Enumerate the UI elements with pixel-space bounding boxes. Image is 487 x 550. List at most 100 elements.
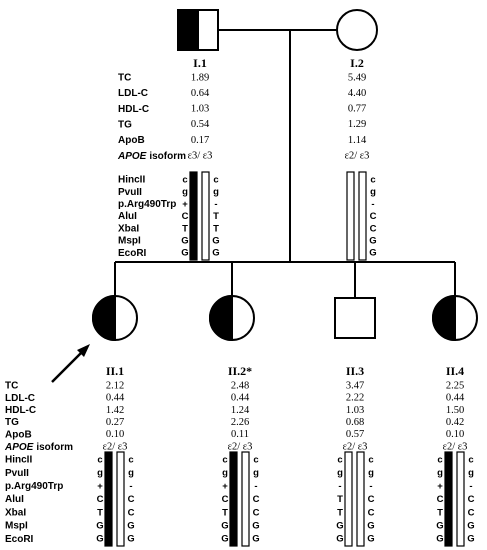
proband-arrow bbox=[51, 344, 90, 383]
lipid-value: 1.14 bbox=[348, 135, 367, 146]
haplotype-bar bbox=[104, 451, 113, 547]
allele: G bbox=[367, 521, 374, 532]
allele: c bbox=[370, 175, 375, 186]
lipid-value: 0.44 bbox=[446, 393, 465, 404]
haplotype-bar bbox=[189, 171, 198, 261]
allele: G bbox=[181, 248, 188, 259]
lipid-value: 2.25 bbox=[446, 380, 464, 391]
apoe-label: APOE isoform bbox=[117, 151, 186, 162]
allele: C bbox=[97, 494, 104, 505]
haplotype-bar bbox=[201, 171, 210, 261]
lipid-value: ε2/ ε3 bbox=[443, 441, 468, 452]
lipid-label: TC bbox=[5, 381, 18, 392]
allele: g bbox=[370, 187, 376, 198]
allele: c bbox=[368, 455, 373, 466]
allele: C bbox=[128, 507, 135, 518]
lipid-label: LDL-C bbox=[5, 393, 35, 404]
marker-label: AluI bbox=[5, 494, 24, 505]
allele: - bbox=[129, 481, 132, 492]
allele: T bbox=[97, 507, 103, 518]
allele: G bbox=[436, 521, 443, 532]
allele: G bbox=[221, 521, 228, 532]
generation-label: I.2 bbox=[350, 56, 364, 70]
apoe-label: APOE isoform bbox=[4, 442, 73, 453]
marker-label: MspI bbox=[5, 521, 28, 532]
lipid-value: 0.57 bbox=[346, 429, 364, 440]
allele: + bbox=[222, 481, 228, 492]
allele: G bbox=[467, 521, 474, 532]
apoe-word: isoform bbox=[149, 151, 186, 162]
marker-label: AluI bbox=[118, 211, 137, 222]
allele: C bbox=[253, 507, 260, 518]
allele: g bbox=[437, 468, 443, 479]
lipid-value: 2.26 bbox=[231, 417, 249, 428]
lipid-value: ε2/ ε3 bbox=[103, 441, 128, 452]
allele: g bbox=[128, 468, 134, 479]
allele: g bbox=[368, 468, 374, 479]
allele: C bbox=[253, 494, 260, 505]
lipid-value: 1.24 bbox=[231, 405, 250, 416]
haplotype-bar bbox=[229, 451, 238, 547]
marker-label: HincII bbox=[118, 175, 145, 186]
lipid-value: 1.03 bbox=[191, 104, 209, 115]
allele: + bbox=[97, 481, 103, 492]
lipid-value: 1.42 bbox=[106, 405, 124, 416]
allele: c bbox=[337, 455, 342, 466]
allele: - bbox=[371, 199, 374, 210]
lipid-value: 0.64 bbox=[191, 88, 210, 99]
allele: g bbox=[182, 187, 188, 198]
allele: G bbox=[436, 534, 443, 545]
allele: T bbox=[222, 507, 228, 518]
allele: G bbox=[369, 236, 376, 247]
allele: G bbox=[336, 534, 343, 545]
allele: G bbox=[96, 521, 103, 532]
allele: C bbox=[222, 494, 229, 505]
apoe-gene: APOE bbox=[117, 151, 147, 162]
lipid-value: 0.10 bbox=[446, 429, 464, 440]
lipid-value: 1.29 bbox=[348, 119, 366, 130]
allele: C bbox=[468, 507, 475, 518]
allele: + bbox=[182, 199, 188, 210]
allele: g bbox=[222, 468, 228, 479]
haplotype-bar bbox=[356, 451, 365, 547]
allele: G bbox=[367, 534, 374, 545]
marker-label: p.Arg490Trp bbox=[5, 481, 63, 492]
marker-label: XbaI bbox=[118, 223, 139, 234]
symbols bbox=[92, 9, 478, 342]
allele: G bbox=[96, 534, 103, 545]
lipid-value: 0.42 bbox=[446, 417, 464, 428]
allele: - bbox=[214, 199, 217, 210]
allele: T bbox=[337, 494, 343, 505]
allele: g bbox=[253, 468, 259, 479]
lipid-value: ε2/ ε3 bbox=[345, 150, 370, 161]
lipid-value: 2.48 bbox=[231, 380, 249, 391]
allele: G bbox=[127, 521, 134, 532]
allele: c bbox=[468, 455, 473, 466]
allele: g bbox=[337, 468, 343, 479]
allele: G bbox=[369, 248, 376, 259]
apoe-gene: APOE bbox=[4, 442, 34, 453]
apoe-word: isoform bbox=[36, 442, 73, 453]
allele: c bbox=[222, 455, 227, 466]
marker-label: EcoRI bbox=[118, 248, 147, 259]
allele: g bbox=[213, 187, 219, 198]
lipid-value: 0.68 bbox=[346, 417, 364, 428]
allele: - bbox=[469, 481, 472, 492]
lipid-label: LDL-C bbox=[118, 88, 148, 99]
allele: - bbox=[254, 481, 257, 492]
haplotype-bar bbox=[116, 451, 125, 547]
lipid-label: TG bbox=[118, 119, 132, 130]
allele: c bbox=[182, 175, 187, 186]
allele: c bbox=[213, 175, 218, 186]
allele: G bbox=[252, 521, 259, 532]
lipid-label: HDL-C bbox=[118, 104, 149, 115]
lipid-value: 0.44 bbox=[106, 393, 125, 404]
generation-label: I.1 bbox=[193, 56, 207, 70]
haplotype-bar bbox=[358, 171, 367, 261]
allele: C bbox=[468, 494, 475, 505]
generation-label: II.4 bbox=[446, 364, 464, 378]
marker-label: XbaI bbox=[5, 507, 26, 518]
lipid-value: 0.17 bbox=[191, 135, 209, 146]
allele: g bbox=[468, 468, 474, 479]
